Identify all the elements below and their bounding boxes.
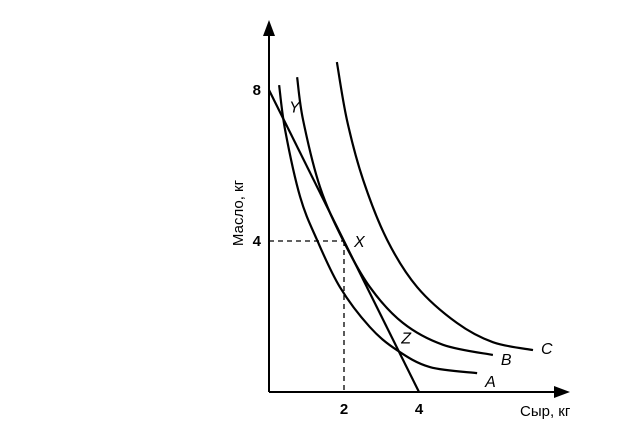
x-axis-label: Сыр, кг [520,403,571,420]
y-tick-label: 4 [253,233,262,250]
curves [268,61,534,393]
axes [263,20,570,398]
dashed-guides [269,240,345,392]
y-axis-label: Масло, кг [230,179,247,246]
x-tick-label: 4 [415,401,424,418]
indifference-curve-a [278,84,478,375]
curve-label-a: A [484,374,496,391]
labels: AB C Y X Z 2 4 4 8 [253,82,553,418]
point-label-x: X [353,234,366,251]
indifference-curve-b [296,77,494,357]
y-tick-label: 8 [253,82,261,99]
point-label-y: Y [289,99,301,116]
curve-label-b: B [501,352,512,369]
y-axis-arrow [263,20,275,36]
curve-label-c: C [541,341,553,358]
x-tick-label: 2 [340,401,348,418]
x-axis-arrow [554,386,570,398]
indifference-curve-c [335,61,534,352]
point-label-z: Z [400,330,412,347]
